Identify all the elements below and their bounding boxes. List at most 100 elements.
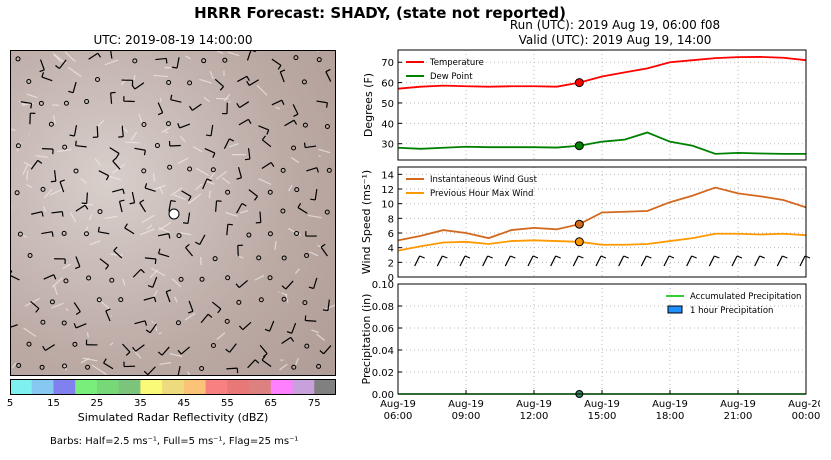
wind-calm-marker <box>302 122 308 128</box>
colorbar-tick: 35 <box>134 398 147 409</box>
wind-barb <box>143 296 155 301</box>
wind-barb-flag <box>229 138 235 142</box>
wind-calm-marker <box>14 190 20 196</box>
wind-barb <box>211 301 222 310</box>
wind-calm-marker <box>48 121 54 127</box>
terrain-ridge <box>169 353 183 358</box>
wind-barb <box>86 192 88 204</box>
wind-barb-flag <box>55 65 60 70</box>
wind-barb <box>155 57 167 61</box>
wind-barb <box>269 320 275 332</box>
colorbar-segment <box>270 379 294 395</box>
wind-barb <box>754 255 761 267</box>
wind-calm-marker <box>49 299 55 305</box>
terrain-ridge <box>177 157 189 165</box>
y-tick-label: 0.00 <box>372 390 394 401</box>
wind-barb <box>31 211 43 215</box>
radar-map[interactable] <box>10 50 336 376</box>
wind-calm-marker <box>39 364 45 370</box>
wind-barb <box>179 123 191 129</box>
wind-calm-marker <box>62 144 68 150</box>
wind-barb <box>131 191 136 203</box>
wind-barb <box>20 101 32 105</box>
wind-barb-flag <box>97 52 102 58</box>
terrain-ridge <box>215 97 229 100</box>
wind-barb-flag <box>75 140 77 146</box>
wind-barb <box>188 300 194 312</box>
terrain-ridge <box>308 251 319 257</box>
wind-barb <box>44 344 55 351</box>
terrain-ridge <box>80 357 90 364</box>
wind-barb <box>53 170 57 182</box>
wind-calm-marker <box>63 100 69 106</box>
wind-barb-flag <box>217 308 222 314</box>
y-tick-label: 70 <box>381 58 394 69</box>
x-tick-label: Aug-19 21:00 <box>720 399 756 422</box>
terrain-ridge <box>146 224 153 230</box>
wind-barb-flag <box>320 243 326 248</box>
wind-calm-marker <box>167 164 173 170</box>
wind-barb <box>73 125 78 137</box>
wind-barb <box>261 359 272 367</box>
wind-calm-marker <box>304 252 310 258</box>
wind-barb-flag <box>188 310 194 314</box>
terrain-ridge <box>158 227 171 234</box>
wind-barb <box>73 302 81 313</box>
wind-barb-flag <box>510 255 516 259</box>
map-title: UTC: 2019-08-19 14:00:00 <box>93 33 253 47</box>
terrain-ridge <box>316 51 320 53</box>
wind-barb-flag <box>714 255 720 259</box>
wind-barb-flag <box>207 313 213 318</box>
wind-barb-flag <box>253 196 259 201</box>
wind-barb <box>226 224 229 236</box>
wind-barb-flag <box>235 283 240 288</box>
wind-barb <box>731 255 738 267</box>
wind-barb <box>134 320 146 325</box>
y-tick-label: 0.04 <box>372 346 394 357</box>
legend-label: Instantaneous Wind Gust <box>430 175 538 185</box>
wind-barb-flag <box>600 255 607 259</box>
wind-barb-flag <box>241 202 247 207</box>
y-tick-label: 0.06 <box>372 324 394 335</box>
station-marker <box>168 208 180 220</box>
wind-barb <box>204 147 216 154</box>
wind-barb-flag <box>280 69 286 73</box>
wind-barb <box>238 280 249 289</box>
wind-barb <box>30 300 40 310</box>
terrain-ridge <box>89 214 93 221</box>
wind-barb-flag <box>61 211 64 217</box>
terrain-ridge <box>51 277 64 288</box>
wind-calm-marker <box>291 364 297 370</box>
colorbar-segment <box>140 379 163 395</box>
wind-barb-flag <box>325 68 331 73</box>
wind-calm-marker <box>83 231 89 237</box>
wind-barb-flag <box>75 311 81 315</box>
wind-barb <box>112 160 121 170</box>
wind-barb <box>75 204 86 212</box>
wind-barb-flag <box>53 274 57 280</box>
wind-barb-flag <box>170 200 176 203</box>
terrain-ridge <box>104 59 119 66</box>
terrain-ridge <box>215 51 224 55</box>
terrain-ridge <box>170 187 183 197</box>
wind-calm-marker <box>61 230 67 236</box>
wind-barb <box>161 346 170 356</box>
y-axis-label: Degrees (F) <box>362 73 375 137</box>
y-tick-label: 0.08 <box>372 302 394 313</box>
wind-barb-flag <box>11 270 13 274</box>
wind-barb <box>181 190 192 197</box>
terrain-ridge <box>151 320 154 324</box>
wind-calm-marker <box>178 276 184 282</box>
wind-calm-marker <box>72 341 78 347</box>
wind-barb <box>72 81 77 93</box>
wind-barb-flag <box>293 113 299 117</box>
wind-barb-flag <box>736 255 743 259</box>
wind-barb <box>237 167 243 178</box>
wind-barb-flag <box>113 246 118 252</box>
terrain-ridge <box>150 184 167 192</box>
y-tick-label: 6 <box>388 229 394 240</box>
wind-calm-marker <box>210 342 216 348</box>
wind-calm-marker <box>141 121 147 127</box>
wind-barb-flag <box>132 346 137 352</box>
y-tick-label: 0 <box>388 273 394 284</box>
